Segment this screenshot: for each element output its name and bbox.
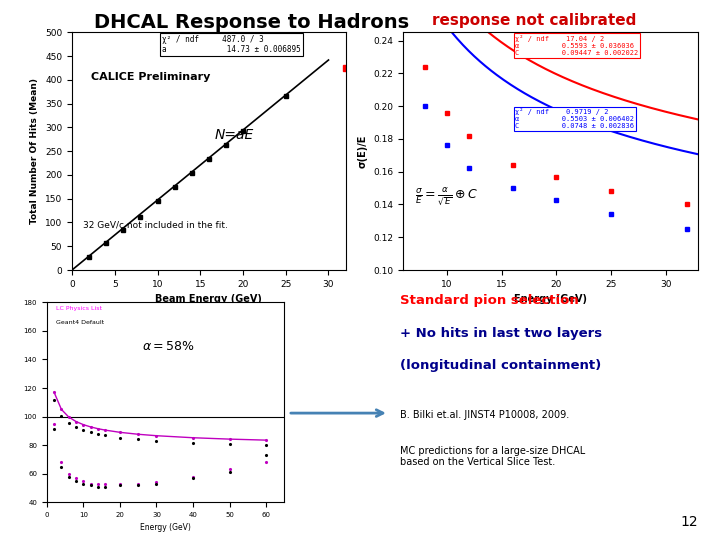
Text: $\frac{\sigma}{E} = \frac{\alpha}{\sqrt{E}} \oplus C$: $\frac{\sigma}{E} = \frac{\alpha}{\sqrt{…: [415, 187, 478, 207]
Text: MC predictions for a large-size DHCAL
based on the Vertical Slice Test.: MC predictions for a large-size DHCAL ba…: [400, 446, 585, 467]
Text: Standard pion selection: Standard pion selection: [400, 294, 578, 307]
Text: + No hits in last two layers: + No hits in last two layers: [400, 327, 602, 340]
Text: Geant4 Default: Geant4 Default: [56, 320, 104, 326]
X-axis label: Energy (GeV): Energy (GeV): [140, 523, 191, 532]
Text: N=aE: N=aE: [215, 129, 253, 143]
Text: (longitudinal containment): (longitudinal containment): [400, 359, 601, 372]
Text: χ² / ndf    0.9719 / 2
α          0.5503 ± 0.006402
C          0.0748 ± 0.002836: χ² / ndf 0.9719 / 2 α 0.5503 ± 0.006402 …: [516, 109, 634, 130]
Y-axis label: Total Number Of Hits (Mean): Total Number Of Hits (Mean): [30, 78, 40, 224]
X-axis label: Beam Energy (GeV): Beam Energy (GeV): [156, 294, 262, 304]
Text: CALICE Preliminary: CALICE Preliminary: [91, 72, 210, 82]
Y-axis label: σ(E)/E: σ(E)/E: [358, 134, 368, 168]
Text: DHCAL Response to Hadrons: DHCAL Response to Hadrons: [94, 14, 409, 32]
Text: $\alpha = 58\%$: $\alpha = 58\%$: [142, 340, 194, 353]
Text: 32 GeV/c not included in the fit.: 32 GeV/c not included in the fit.: [83, 220, 228, 230]
Text: χ² / ndf    17.04 / 2
α          0.5593 ± 0.036036
C          0.09447 ± 0.002022: χ² / ndf 17.04 / 2 α 0.5593 ± 0.036036 C…: [516, 35, 639, 56]
Text: response not calibrated: response not calibrated: [432, 14, 636, 29]
Text: B. Bilki et.al. JINST4 P10008, 2009.: B. Bilki et.al. JINST4 P10008, 2009.: [400, 410, 569, 421]
Text: LC Physics List: LC Physics List: [56, 306, 102, 312]
Text: χ² / ndf     487.0 / 3
a             14.73 ± 0.006895: χ² / ndf 487.0 / 3 a 14.73 ± 0.006895: [162, 35, 301, 54]
Text: 12: 12: [681, 515, 698, 529]
X-axis label: Energy (GeV): Energy (GeV): [514, 294, 588, 304]
